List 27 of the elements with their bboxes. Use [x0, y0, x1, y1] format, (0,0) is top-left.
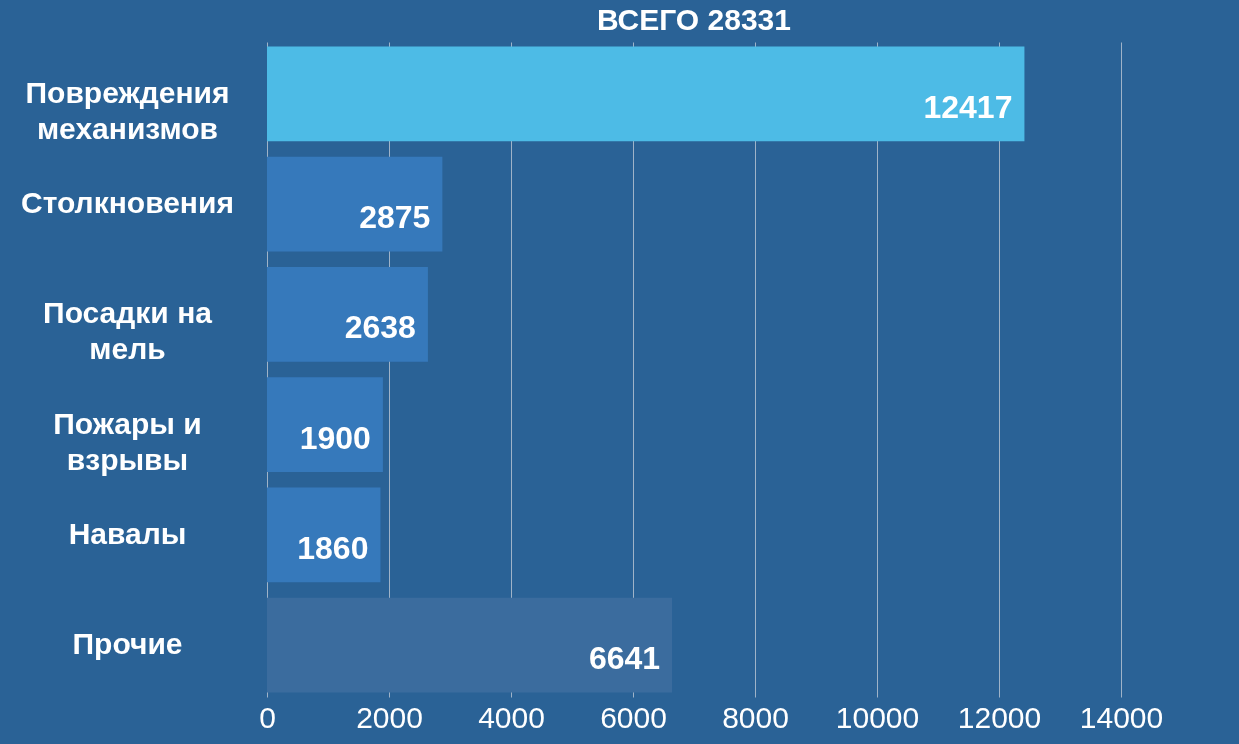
y-tick-label: Пожары и взрывы — [53, 406, 202, 476]
data-label: 6641 — [588, 640, 661, 677]
bar — [267, 597, 673, 693]
data-label: 1860 — [297, 529, 369, 566]
data-label: 2638 — [344, 309, 416, 346]
x-tick-label: 14000 — [1079, 700, 1164, 734]
x-tick-label: 4000 — [478, 700, 545, 734]
data-label: 1900 — [299, 419, 371, 456]
x-tick-label: 2000 — [356, 700, 423, 734]
data-label: 12417 — [923, 88, 1013, 125]
x-tick-label: 10000 — [835, 700, 920, 734]
x-tick-label: 12000 — [957, 700, 1042, 734]
bar — [267, 156, 443, 252]
y-tick-label: Столкновения — [21, 186, 234, 220]
bar — [267, 266, 428, 362]
x-tick-label: 8000 — [722, 700, 789, 734]
bar — [267, 377, 383, 473]
bar — [267, 487, 381, 583]
chart-title: ВСЕГО 28331 — [597, 3, 791, 36]
y-tick-label: Повреждения механизмов — [25, 75, 230, 145]
data-label: 2875 — [359, 199, 431, 236]
x-tick-label: 0 — [259, 700, 276, 734]
x-tick-label: 6000 — [600, 700, 667, 734]
bar — [267, 46, 1025, 142]
y-tick-label: Навалы — [68, 516, 187, 550]
y-tick-label: Прочие — [72, 627, 183, 661]
y-tick-label: Посадки на мель — [43, 296, 213, 366]
